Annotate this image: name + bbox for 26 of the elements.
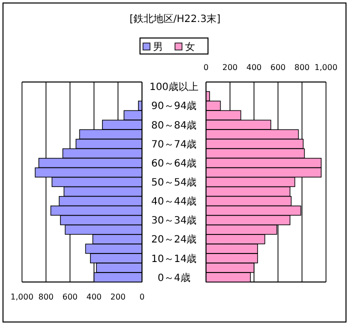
legend-label: 男 bbox=[153, 42, 163, 53]
y-tick-label: 50～54歳 bbox=[151, 176, 197, 188]
x-tick-label: 200 bbox=[110, 292, 126, 302]
x-tick-label: 200 bbox=[222, 63, 238, 72]
y-tick-label: 20～24歳 bbox=[151, 234, 197, 246]
x-tick-label: 1,000 bbox=[314, 63, 338, 72]
text: [鉄北地区/H22.3末] bbox=[130, 13, 221, 25]
y-tick-label: 0～4歳 bbox=[158, 272, 190, 284]
x-tick-label: 600 bbox=[270, 63, 286, 72]
x-tick-label: 400 bbox=[86, 292, 102, 302]
y-tick-label: 100歳以上 bbox=[149, 81, 199, 94]
x-tick-label: 800 bbox=[294, 63, 310, 72]
x-tick-label: 800 bbox=[38, 292, 54, 302]
y-tick-label: 90～94歳 bbox=[151, 100, 197, 112]
x-tick-label: 0 bbox=[203, 63, 209, 72]
x-tick-label: 0 bbox=[139, 292, 145, 302]
y-tick-label: 60～64歳 bbox=[151, 157, 197, 170]
y-tick-label: 80～84歳 bbox=[151, 119, 197, 132]
legend-label: 女 bbox=[185, 41, 195, 53]
y-tick-label: 10～14歳 bbox=[151, 252, 197, 265]
y-tick-label: 40～44歳 bbox=[151, 196, 197, 208]
y-tick-label: 30～34歳 bbox=[151, 214, 197, 227]
x-tick-label: 400 bbox=[246, 63, 262, 72]
x-tick-label: 600 bbox=[62, 292, 78, 302]
x-tick-label: 1,000 bbox=[10, 292, 34, 302]
y-tick-label: 70～74歳 bbox=[151, 138, 197, 150]
